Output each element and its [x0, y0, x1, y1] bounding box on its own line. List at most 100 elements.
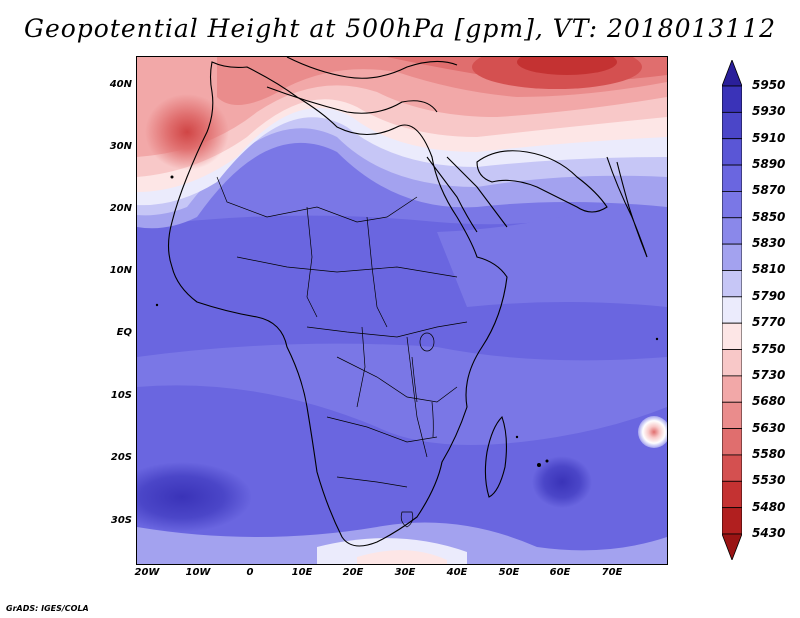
border-south-central	[336, 356, 458, 403]
colorbar-level-label: 5770	[752, 315, 786, 330]
border-central-line	[306, 321, 468, 338]
band-south-5750	[357, 550, 447, 564]
border-southern-2	[336, 476, 408, 488]
colorbar-box	[722, 401, 742, 429]
band-5850	[437, 187, 667, 307]
lesotho-outline	[400, 511, 414, 528]
colorbar-level-label: 5930	[752, 104, 786, 119]
colorbar-level-label: 5480	[752, 499, 786, 514]
lon-label-10w: 10W	[185, 567, 211, 578]
country-borders	[216, 176, 468, 528]
border-sahara-line	[216, 176, 418, 223]
colorbar-box	[722, 138, 742, 166]
colorbar-box	[722, 349, 742, 377]
lat-label-20s: 20S	[110, 452, 132, 463]
colorbar-level-label: 5910	[752, 130, 786, 145]
lat-label-30n: 30N	[109, 141, 132, 152]
red-sea-west	[426, 156, 478, 233]
colorbar-box	[722, 322, 742, 350]
lat-label-30s: 30S	[110, 515, 132, 526]
mediterranean-south	[266, 86, 438, 114]
high-center-southeast	[532, 456, 592, 508]
colorbar-box	[722, 217, 742, 245]
colorbar-level-label: 5580	[752, 446, 786, 461]
india-coastline	[606, 156, 648, 258]
colorbar-level-label: 5790	[752, 288, 786, 303]
colorbar-arrow-high	[722, 60, 742, 87]
madagascar-coastline	[484, 415, 508, 498]
coastlines	[167, 57, 648, 547]
lake-tanganyika	[411, 356, 418, 403]
island-reunion	[537, 463, 541, 467]
grads-credit: GrADS: IGES/COLA	[6, 604, 89, 613]
lon-label-10e: 10E	[291, 567, 313, 578]
colorbar-level-label: 5870	[752, 183, 786, 198]
geopotential-field	[137, 57, 667, 564]
islands	[155, 175, 659, 467]
colorbar-box	[722, 191, 742, 219]
island-maldives	[655, 337, 659, 341]
colorbar-level-label: 5430	[752, 526, 786, 540]
lat-label-10s: 10S	[110, 390, 132, 401]
island-comoros	[515, 435, 519, 439]
border-vertical-1	[306, 206, 318, 318]
mediterranean-north	[286, 57, 458, 79]
lat-label-10n: 10N	[109, 265, 132, 276]
lon-label-20w: 20W	[134, 567, 160, 578]
lat-label-40n: 40N	[109, 79, 132, 90]
colorbar-level-label: 5890	[752, 157, 786, 172]
colorbar-level-label: 5750	[752, 341, 786, 356]
border-west-vertical	[356, 326, 366, 408]
colorbar-level-label: 5630	[752, 420, 786, 435]
colorbar	[722, 60, 742, 560]
tropical-cyclone-feature	[638, 416, 667, 448]
colorbar-level-label: 5530	[752, 473, 786, 488]
colorbar-level-label: 5730	[752, 367, 786, 382]
border-sahel-line	[236, 256, 458, 278]
lat-label-20n: 20N	[109, 203, 132, 214]
red-sea-east	[446, 156, 508, 228]
map-title: Geopotential Height at 500hPa [gpm], VT:…	[23, 14, 777, 43]
colorbar-level-label: 5810	[752, 262, 786, 277]
lon-label-30e: 30E	[394, 567, 416, 578]
colorbar-box	[722, 296, 742, 324]
island-mauritius	[545, 459, 549, 463]
colorbar-level-label: 5830	[752, 236, 786, 251]
colorbar-box	[722, 375, 742, 403]
colorbar-box	[722, 111, 742, 140]
lat-label-eq: EQ	[116, 327, 132, 338]
lon-label-70e: 70E	[601, 567, 623, 578]
colorbar-level-label: 5850	[752, 209, 786, 224]
colorbar-box	[722, 480, 742, 509]
colorbar-level-label: 5950	[752, 78, 786, 92]
lon-label-50e: 50E	[498, 567, 520, 578]
colorbar-box	[722, 243, 742, 271]
lakes	[411, 332, 435, 438]
colorbar-box	[722, 507, 742, 535]
lon-label-0: 0	[246, 567, 254, 578]
island-canaries	[170, 175, 174, 179]
arabia-coastline	[476, 150, 608, 213]
colorbar-box	[722, 428, 742, 456]
border-southern-1	[326, 416, 438, 443]
colorbar-level-label: 5680	[752, 394, 786, 409]
africa-coastline	[167, 61, 508, 547]
lake-victoria	[419, 332, 435, 352]
high-center-southwest	[137, 462, 252, 532]
colorbar-box	[722, 164, 742, 192]
border-east-vertical	[406, 336, 428, 458]
band-5480	[517, 57, 617, 75]
map-panel	[136, 56, 668, 565]
colorbar-box	[722, 454, 742, 482]
colorbar-arrow-low	[722, 533, 742, 560]
low-center-northwest	[145, 94, 229, 170]
lon-label-60e: 60E	[549, 567, 571, 578]
colorbar-box	[722, 270, 742, 298]
band-south-5870	[137, 385, 667, 564]
border-vertical-2	[366, 216, 388, 328]
lon-label-40e: 40E	[446, 567, 468, 578]
lon-label-20e: 20E	[342, 567, 364, 578]
island-capeverde	[155, 303, 159, 307]
colorbar-segments	[722, 60, 742, 560]
lake-malawi	[431, 401, 434, 438]
